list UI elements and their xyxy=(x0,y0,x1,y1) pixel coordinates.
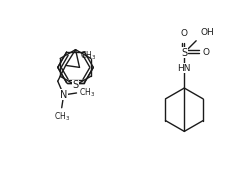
Text: O: O xyxy=(181,29,188,38)
Text: S: S xyxy=(73,80,79,90)
Text: O: O xyxy=(202,48,209,57)
Text: HN: HN xyxy=(178,64,191,73)
Text: CH$_3$: CH$_3$ xyxy=(54,111,70,123)
Text: N: N xyxy=(60,90,67,100)
Text: CH$_3$: CH$_3$ xyxy=(79,87,96,99)
Text: OH: OH xyxy=(200,28,214,37)
Text: CH$_3$: CH$_3$ xyxy=(80,49,97,62)
Text: S: S xyxy=(181,48,187,58)
